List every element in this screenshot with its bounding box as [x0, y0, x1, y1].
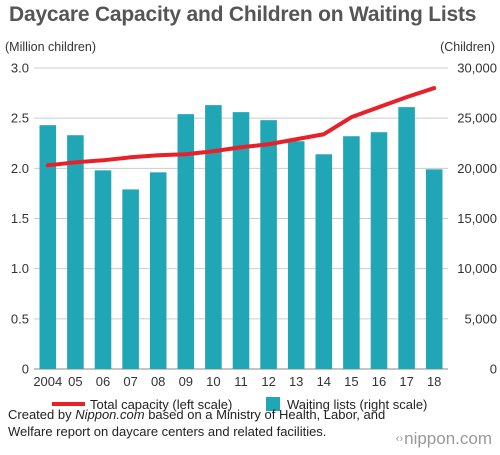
bar [370, 132, 388, 369]
legend-line-label: Total capacity (left scale) [90, 397, 232, 412]
right-axis-unit: (Children) [440, 40, 495, 54]
x-tick-label: 15 [344, 374, 358, 389]
x-tick-label: 12 [261, 374, 275, 389]
bar [149, 172, 167, 369]
bar [287, 141, 305, 369]
bar [232, 112, 250, 369]
bar [343, 136, 360, 369]
x-tick-label: 07 [123, 374, 137, 389]
legend-bar-swatch [266, 397, 280, 411]
bar [425, 169, 443, 369]
nippon-logo: ‹›nippon.com [396, 429, 492, 449]
x-tick-label: 13 [289, 374, 303, 389]
x-tick-label: 2004 [33, 374, 62, 389]
right-tick-label: 15,000 [457, 211, 497, 226]
left-tick-label: 3.0 [11, 61, 29, 76]
legend-bar-label: Waiting lists (right scale) [287, 397, 427, 412]
right-tick-label: 10,000 [457, 261, 497, 276]
source-name: Nippon.com [75, 407, 145, 422]
x-tick-label: 05 [68, 374, 82, 389]
bar [260, 120, 277, 369]
x-tick-label: 11 [234, 374, 248, 389]
left-axis-unit: (Million children) [5, 40, 96, 54]
bar [177, 114, 195, 369]
right-tick-label: 25,000 [457, 111, 497, 126]
left-tick-label: 2.5 [11, 111, 29, 126]
right-tick-label: 20,000 [457, 161, 497, 176]
chart: (Million children) (Children) 0 0 0.5 5,000… [5, 40, 497, 412]
source-note: Created by Nippon.com based on a Ministr… [8, 406, 388, 440]
legend: Total capacity (left scale) Waiting list… [52, 397, 427, 412]
chart-title: Daycare Capacity and Children on Waiting… [9, 3, 477, 26]
bar [67, 135, 84, 369]
line-layer [45, 86, 437, 168]
x-tick-label: 10 [206, 374, 220, 389]
bar [94, 170, 112, 369]
x-tick-label: 16 [372, 374, 386, 389]
logo-mark-icon: ‹› [395, 433, 404, 445]
x-tick-label: 06 [96, 374, 110, 389]
left-tick-label: 0.5 [11, 311, 29, 326]
ticks-layer: 0 0 0.5 5,000 1.0 10,000 1.5 15,000 2.0 20,000 2.5… [11, 61, 497, 390]
bars-layer [39, 105, 443, 369]
x-tick-label: 08 [151, 374, 165, 389]
logo-text: nippon.com [404, 429, 492, 448]
right-tick-label: 5,000 [464, 311, 497, 326]
bar [315, 154, 333, 369]
right-tick-label: 30,000 [457, 61, 497, 76]
left-tick-label: 1.5 [11, 211, 29, 226]
bar [398, 107, 415, 369]
left-tick-label: 1.0 [11, 261, 29, 276]
x-tick-label: 14 [317, 374, 331, 389]
right-tick-label: 0 [490, 362, 497, 377]
left-tick-label: 0 [22, 362, 29, 377]
bar [39, 125, 57, 369]
bar [122, 189, 139, 369]
x-tick-label: 17 [399, 374, 413, 389]
source-prefix: Created by [8, 407, 76, 422]
bar [205, 105, 222, 369]
left-tick-label: 2.0 [11, 161, 29, 176]
x-tick-label: 09 [179, 374, 193, 389]
x-tick-label: 18 [427, 374, 441, 389]
source-rest: based on a Ministry of Health, Labor, an… [8, 407, 386, 439]
